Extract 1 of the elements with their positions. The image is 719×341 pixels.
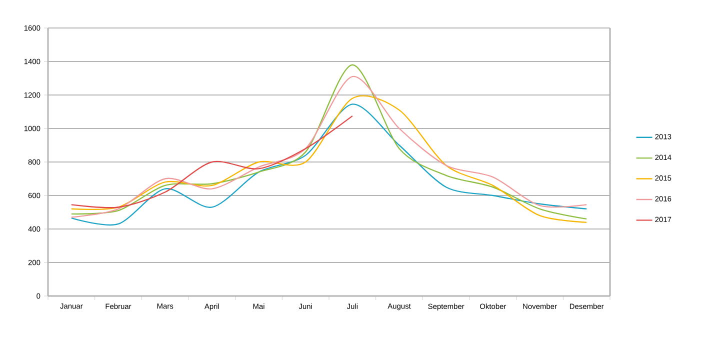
line-series bbox=[70, 115, 354, 208]
